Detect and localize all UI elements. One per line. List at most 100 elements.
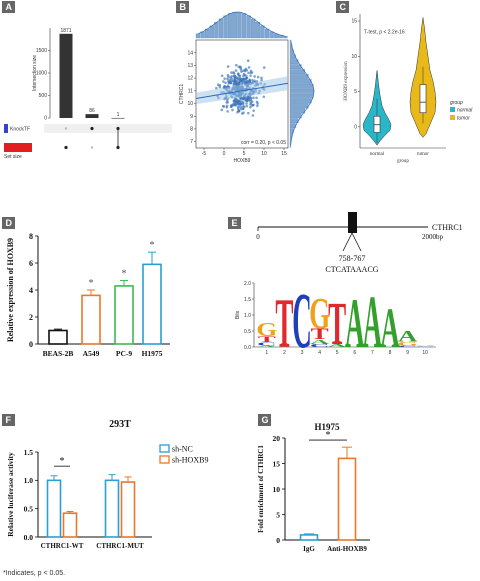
scatter-point	[246, 59, 250, 62]
legend-label-tumor: tumor	[457, 116, 470, 122]
scatter-point	[235, 76, 238, 79]
logo-letter-T: T	[275, 284, 293, 363]
logo-letter-G: G	[309, 288, 330, 337]
x-tick-label: 15	[281, 151, 287, 157]
logo-y-tick-label: 1.0	[244, 313, 251, 319]
y-axis-label: Relative luciferase activity	[6, 452, 15, 537]
right-histogram-bar	[289, 98, 312, 104]
y-axis-label: HOXB9 expression	[344, 61, 349, 101]
scatter-point	[241, 102, 245, 105]
scatter-point	[225, 104, 229, 108]
top-histogram-bar	[232, 12, 237, 39]
scatter-point	[232, 103, 236, 107]
scatter-point	[226, 100, 229, 104]
significance-star-H1975: *	[150, 240, 155, 251]
right-density-curve	[290, 42, 315, 146]
legend-label-sh-HOXB9: sh-HOXB9	[172, 456, 208, 465]
axis-start-label: 0	[256, 233, 260, 241]
legend-swatch-sh-HOXB9	[159, 455, 170, 464]
matrix-dot	[64, 145, 68, 150]
top-histogram-bar	[260, 25, 265, 39]
y-tick-label: 8	[29, 232, 33, 241]
scatter-point	[255, 96, 258, 100]
scatter-point	[235, 63, 238, 67]
scatter-point	[252, 103, 255, 107]
x-tick-label-A549: A549	[83, 349, 100, 358]
scatter-point	[234, 69, 238, 72]
y-tick-label: 1500	[36, 48, 47, 54]
x-tick-label: normal	[370, 152, 385, 157]
site-callout-line	[351, 232, 362, 252]
logo-y-tick-label: 2.0	[244, 281, 251, 287]
scatter-point	[241, 79, 244, 83]
y-tick-label: 0.0	[24, 533, 34, 542]
right-histogram-bar	[289, 88, 315, 94]
scatter-point	[244, 99, 247, 102]
logo-letter-C: C	[310, 343, 330, 348]
bar-3	[111, 117, 125, 119]
set-label: KnockTF	[10, 127, 30, 133]
bar-PC-9	[114, 285, 134, 345]
y-tick-label: 1.0	[24, 476, 34, 485]
y-tick-label: 8	[190, 127, 193, 133]
logo-letter-T: T	[328, 289, 346, 358]
y-tick-label: 20	[273, 434, 281, 443]
chart-title: H1975	[314, 422, 340, 432]
scatter-point	[221, 104, 225, 108]
bar-BEAS-2B	[48, 329, 68, 345]
panel-c-badge: C	[336, 1, 349, 13]
logo-letter-T: T	[311, 325, 329, 343]
scatter-point	[239, 105, 243, 109]
site-range-label: 758-767	[339, 254, 366, 263]
panel-a-badge: A	[2, 1, 15, 13]
bar-2	[85, 114, 99, 118]
legend-label-normal: normal	[457, 108, 473, 114]
top-histogram-bar	[251, 18, 256, 39]
scatter-point	[252, 96, 255, 100]
legend-title: group	[450, 100, 463, 106]
y-tick-label: 0.5	[24, 504, 34, 513]
bar-H1975	[142, 263, 162, 345]
y-tick-label: 0	[29, 340, 33, 349]
scatter-point	[218, 83, 222, 87]
logo-position-label: 6	[353, 350, 356, 356]
logo-letter-G: G	[397, 341, 418, 347]
scatter-point	[242, 105, 246, 109]
scatter-point	[262, 95, 266, 99]
logo-letter-A: A	[398, 328, 418, 346]
panel-g-bar-chart: 0 5 10 15 20 H1975 Fold enrichment of CTHRC1 Ig…	[257, 422, 370, 553]
panel-g-badge: G	[258, 414, 271, 426]
right-histogram-bar	[289, 69, 306, 75]
matrix-dot	[90, 126, 94, 131]
panel-c-violin-plot: 0 5 10 15 HOXB9 expression group T-test, p < 2…	[344, 14, 473, 164]
test-annotation: T-test, p < 2.2e-16	[364, 30, 405, 36]
logo-letter-A: A	[380, 296, 400, 360]
gene-name: CTHRC1	[432, 223, 463, 232]
y-tick-label: 15	[351, 19, 357, 25]
panel-b-badge: B	[176, 1, 189, 13]
scatter-point	[232, 72, 236, 75]
x-tick-label: -5	[202, 151, 207, 157]
matrix-dot-empty	[64, 127, 68, 130]
logo-letter-G: G	[415, 345, 436, 346]
x-tick-label: 5	[243, 151, 246, 157]
y-tick-label: 6	[29, 259, 33, 268]
scatter-point	[242, 111, 245, 115]
scatter-point	[230, 105, 233, 108]
bar-1	[59, 33, 73, 118]
x-tick-label-Anti-HOXB9: Anti-HOXB9	[327, 545, 367, 553]
boxplot-tumor	[419, 84, 427, 114]
significance-star: *	[326, 430, 331, 441]
x-tick-label-PC-9: PC-9	[116, 349, 132, 358]
logo-position-label: 7	[371, 350, 374, 356]
right-histogram-bar	[289, 103, 309, 109]
logo-position-label: 4	[318, 350, 321, 356]
axis-end-label: 2000bp	[422, 233, 444, 241]
y-tick-label: 14	[187, 50, 193, 56]
right-histogram-bar	[289, 118, 299, 124]
scatter-point	[249, 99, 252, 103]
legend-swatch-tumor	[450, 115, 455, 120]
scatter-point	[245, 76, 249, 80]
top-histogram-bar	[214, 22, 219, 39]
